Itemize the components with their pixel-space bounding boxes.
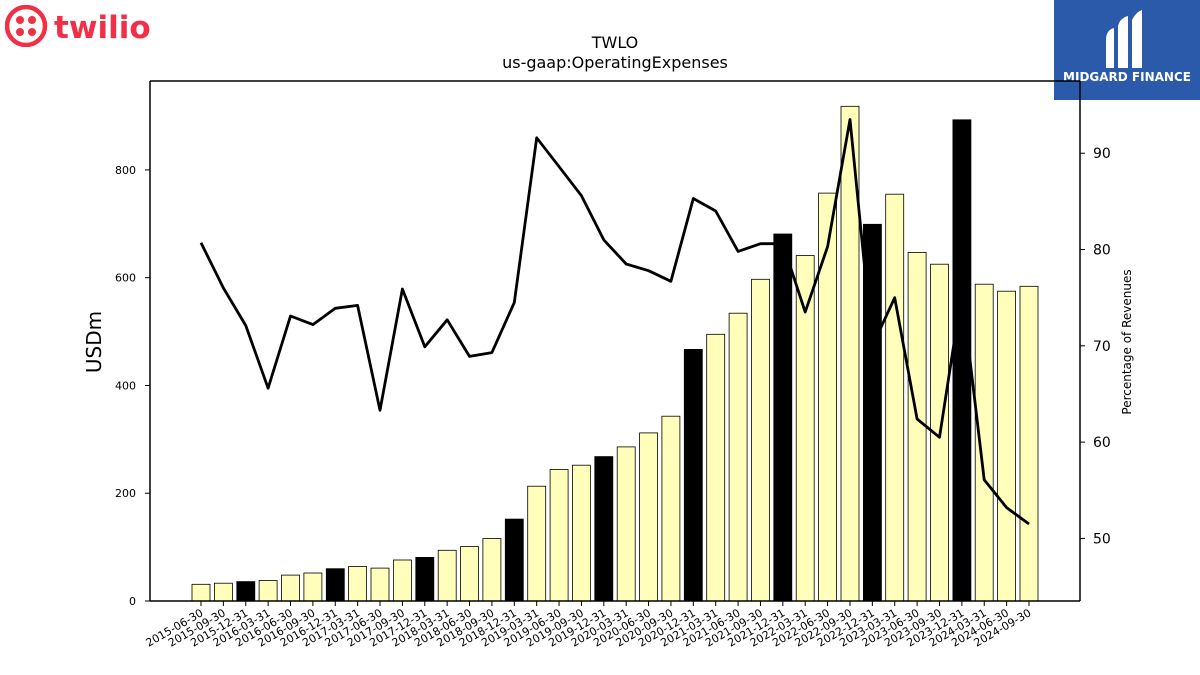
y-axis-label: USDm bbox=[82, 311, 106, 373]
y-tick-label: 800 bbox=[115, 164, 136, 177]
bar bbox=[572, 464, 591, 602]
midgard-logo-mark bbox=[1118, 16, 1128, 68]
y2-tick-label: 70 bbox=[1093, 339, 1111, 355]
bar bbox=[773, 233, 793, 602]
bar bbox=[706, 333, 726, 602]
bar bbox=[281, 574, 300, 602]
chart-subtitle: us-gaap:OperatingExpenses bbox=[502, 53, 728, 72]
bar bbox=[348, 566, 368, 602]
y2-axis-label: Percentage of Revenues bbox=[1120, 269, 1134, 414]
y-tick-label: 0 bbox=[129, 595, 136, 608]
bar bbox=[818, 192, 837, 602]
midgard-logo-text: MIDGARD FINANCE bbox=[1063, 70, 1191, 84]
bar bbox=[1019, 285, 1039, 602]
bar bbox=[325, 568, 345, 602]
bar bbox=[885, 193, 905, 602]
bar bbox=[795, 255, 815, 602]
midgard-logo-mark bbox=[1132, 10, 1142, 68]
bar bbox=[236, 581, 256, 602]
twilio-logo-text: twilio bbox=[54, 10, 151, 46]
bar bbox=[952, 119, 972, 602]
bar bbox=[303, 572, 323, 602]
percentage-line bbox=[199, 118, 1030, 526]
bar bbox=[751, 278, 770, 602]
midgard-logo-mark bbox=[1106, 28, 1114, 68]
bar bbox=[594, 456, 614, 602]
bar bbox=[415, 557, 435, 602]
twilio-logo: twilio bbox=[4, 4, 165, 48]
bar bbox=[907, 251, 927, 602]
twilio-logo-dot bbox=[16, 28, 24, 36]
y2-tick-label: 80 bbox=[1093, 243, 1111, 259]
bar bbox=[392, 559, 412, 602]
bar bbox=[437, 549, 457, 602]
bar bbox=[191, 583, 211, 602]
twilio-logo-dot bbox=[28, 16, 36, 24]
bar bbox=[997, 290, 1016, 602]
bar bbox=[728, 312, 748, 602]
y-tick-label: 600 bbox=[115, 272, 136, 285]
twilio-logo-ring bbox=[4, 4, 48, 48]
bar bbox=[661, 415, 681, 602]
midgard-finance-logo: MIDGARD FINANCE bbox=[1054, 0, 1200, 100]
line-group bbox=[199, 118, 1030, 526]
bar bbox=[482, 538, 502, 602]
bar bbox=[258, 580, 278, 602]
y-tick-label: 400 bbox=[115, 379, 136, 392]
bar bbox=[213, 582, 233, 602]
bar bbox=[683, 348, 703, 602]
bar bbox=[974, 283, 994, 602]
chart-title: TWLO bbox=[591, 33, 639, 52]
y2-tick-label: 60 bbox=[1093, 435, 1111, 451]
bars-group bbox=[191, 105, 1039, 602]
bar bbox=[549, 469, 569, 602]
bar bbox=[527, 485, 547, 602]
twilio-logo-dot bbox=[28, 28, 36, 36]
y2-tick-label: 50 bbox=[1093, 531, 1111, 547]
bar bbox=[460, 546, 479, 602]
bar bbox=[639, 432, 658, 602]
y2-tick-label: 90 bbox=[1093, 146, 1111, 162]
bar bbox=[616, 446, 636, 602]
bar bbox=[504, 518, 524, 602]
bar bbox=[370, 567, 390, 602]
twilio-logo-dot bbox=[16, 16, 24, 24]
y-tick-label: 200 bbox=[115, 487, 136, 500]
